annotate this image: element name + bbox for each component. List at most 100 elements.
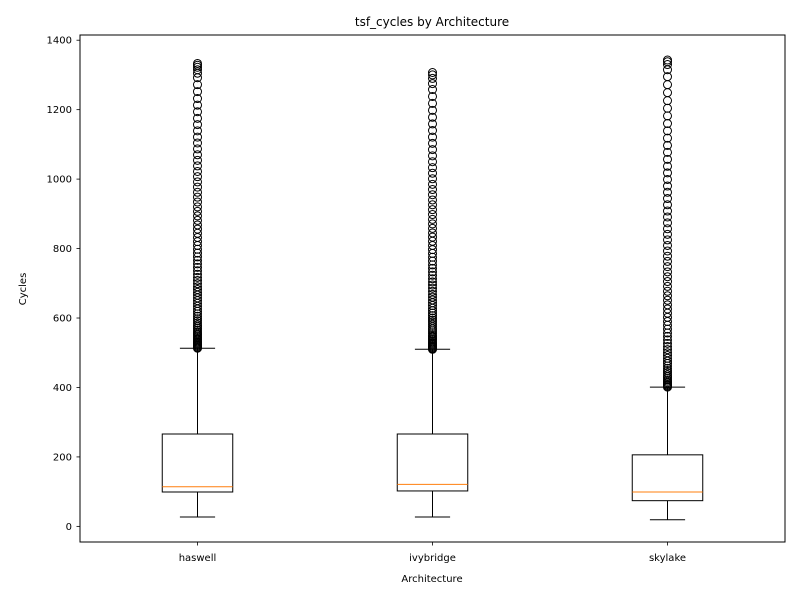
box-group-skylake [631,55,704,521]
outlier-point [428,174,437,184]
outlier-point [663,345,672,355]
outlier-point [663,286,672,296]
outlier-point [193,94,202,104]
outlier-point [663,363,672,373]
outlier-point [663,246,672,256]
outlier-point [428,157,437,167]
outlier-point [663,300,672,310]
x-tick-label: ivybridge [409,553,456,564]
outlier-point [663,338,672,348]
y-tick-label: 400 [53,383,72,394]
outlier-point [428,200,437,210]
outlier-point [428,277,437,287]
x-tick-label: skylake [649,553,686,564]
outlier-point [428,270,437,280]
outlier-point [663,291,672,301]
outlier-point [663,200,672,210]
outlier-point [428,132,437,142]
outlier-point [193,276,202,286]
outlier-point [663,353,672,363]
y-tick-label: 800 [53,244,72,255]
outlier-point [193,262,202,272]
outlier-point [663,229,672,239]
outlier-point [663,348,672,358]
outlier-point [428,205,437,215]
outlier-point [663,60,672,70]
outlier-point [428,125,437,135]
outlier-point [663,181,672,191]
outlier-point [663,218,672,228]
outlier-point [193,202,202,212]
outlier-point [193,318,202,328]
outlier-point [428,292,437,302]
outlier-point [193,138,202,148]
outlier-point [663,365,672,375]
outlier-point [428,79,437,89]
outlier-point [193,100,202,110]
outlier-point [193,282,202,292]
outlier-point [663,272,672,282]
outlier-point [428,145,437,155]
outlier-point [428,319,437,329]
outlier-point [193,206,202,216]
axes: 0 200 400 600 800 1000 1200 1400 haswell ivybridg… [47,36,686,564]
outlier-point [663,72,672,82]
outlier-point [193,172,202,182]
outlier-point [428,119,437,129]
outlier-point [428,190,437,200]
outlier-point [193,192,202,202]
iqr-box [396,433,469,492]
outlier-point [428,195,437,205]
outlier-point [663,147,672,157]
outlier-point [193,132,202,142]
outlier-point [193,120,202,130]
outlier-point [663,55,672,65]
outlier-point [663,154,672,164]
outlier-point [428,112,437,122]
outlier-point [193,113,202,123]
outlier-point [193,316,202,326]
outlier-point [428,105,437,115]
outlier-point [193,150,202,160]
outlier-point [193,255,202,265]
outlier-point [663,240,672,250]
y-axis-label: Cycles [18,273,29,306]
outlier-point [663,351,672,361]
outlier-point [193,269,202,279]
outlier-point [663,161,672,171]
outlier-point [193,187,202,197]
outlier-point [663,235,672,245]
outlier-point [428,232,437,242]
outlier-point [663,331,672,341]
outlier-point [428,313,437,323]
outlier-point [663,304,672,314]
outlier-point [193,126,202,136]
outlier-point [663,370,672,380]
outlier-point [193,197,202,207]
outlier-point [663,174,672,184]
outlier-point [193,211,202,221]
outlier-point [428,214,437,224]
outlier-point [428,138,437,148]
outlier-point [193,107,202,117]
outlier-point [663,277,672,287]
outlier-point [428,85,437,95]
outlier-point [428,219,437,229]
outlier-point [428,73,437,83]
outlier-point [428,151,437,161]
outlier-point [428,98,437,108]
outlier-point [428,91,437,101]
outlier-point [428,223,437,233]
x-axis-label: Architecture [401,574,462,585]
outlier-point [428,263,437,273]
outlier-point [193,220,202,230]
outlier-point [428,295,437,305]
outlier-point [193,272,202,282]
outlier-point [663,256,672,266]
outlier-point [663,212,672,222]
outlier-point [663,251,672,261]
outlier-point [663,126,672,136]
outlier-point [193,65,202,75]
plot-area [161,55,704,521]
outlier-point [193,224,202,234]
